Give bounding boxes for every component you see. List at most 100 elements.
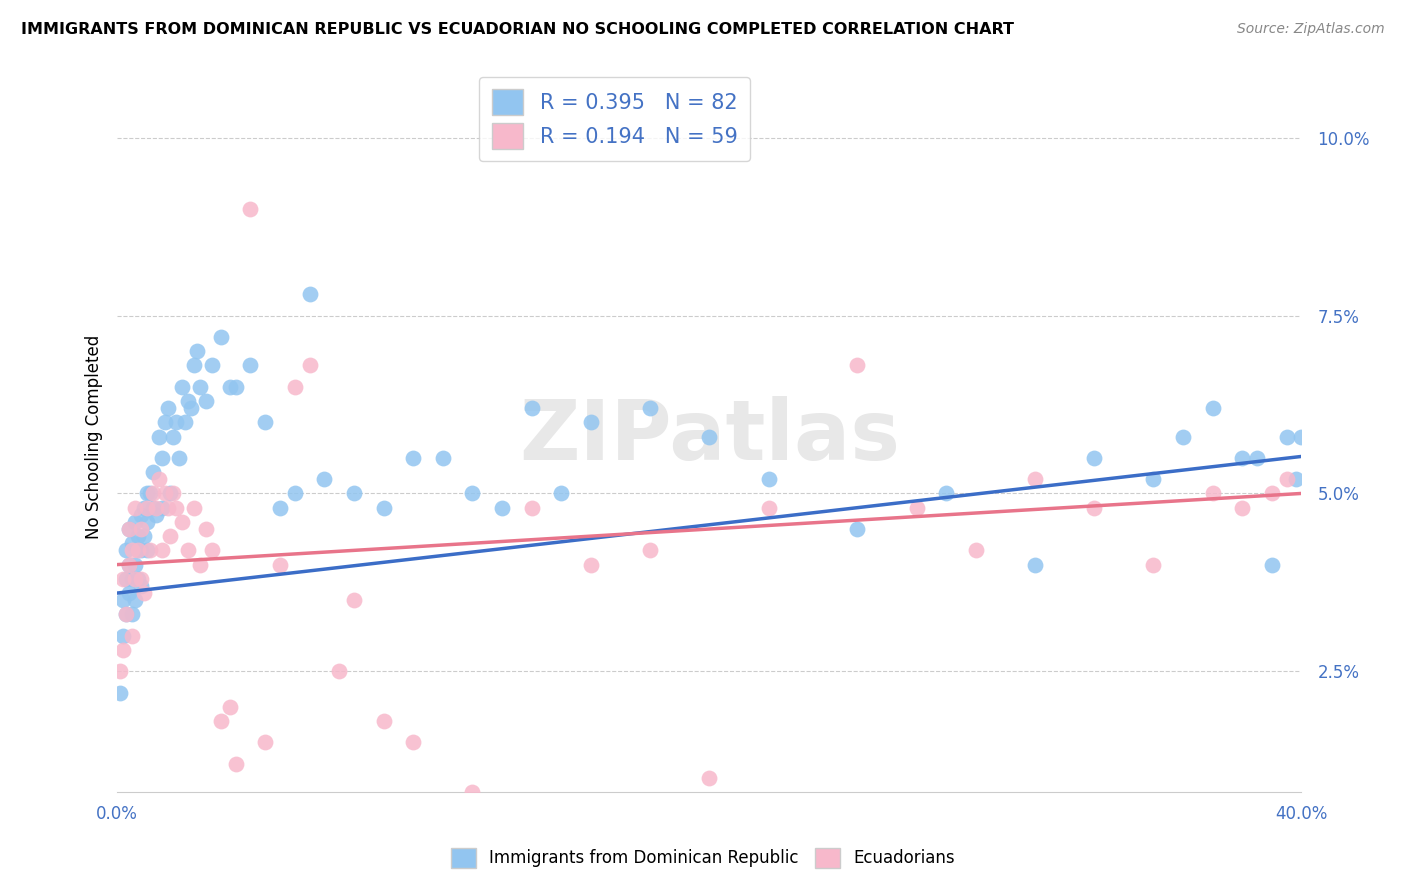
Point	[162, 429, 184, 443]
Point	[124, 593, 146, 607]
Point	[183, 500, 205, 515]
Point	[132, 529, 155, 543]
Point	[145, 500, 167, 515]
Point	[284, 380, 307, 394]
Point	[201, 543, 224, 558]
Point	[1284, 472, 1306, 486]
Point	[148, 472, 170, 486]
Point	[284, 486, 307, 500]
Point	[180, 401, 202, 415]
Point	[118, 522, 141, 536]
Point	[108, 686, 131, 700]
Point	[115, 572, 138, 586]
Point	[314, 472, 336, 486]
Point	[254, 735, 277, 749]
Point	[1083, 450, 1105, 465]
Point	[112, 593, 135, 607]
Point	[1261, 558, 1284, 572]
Point	[1232, 500, 1254, 515]
Point	[1171, 429, 1194, 443]
Point	[156, 500, 179, 515]
Point	[579, 558, 602, 572]
Point	[1275, 429, 1298, 443]
Point	[195, 522, 218, 536]
Point	[1142, 472, 1164, 486]
Point	[188, 558, 211, 572]
Point	[579, 415, 602, 429]
Point	[115, 543, 138, 558]
Point	[195, 393, 218, 408]
Point	[298, 359, 321, 373]
Point	[1024, 558, 1046, 572]
Point	[118, 522, 141, 536]
Point	[172, 380, 194, 394]
Point	[127, 529, 149, 543]
Point	[343, 593, 366, 607]
Point	[108, 665, 131, 679]
Point	[402, 450, 425, 465]
Point	[124, 558, 146, 572]
Point	[218, 380, 240, 394]
Point	[1291, 429, 1313, 443]
Point	[905, 500, 928, 515]
Point	[209, 330, 232, 344]
Point	[115, 607, 138, 622]
Point	[169, 450, 191, 465]
Point	[239, 202, 262, 216]
Point	[373, 500, 395, 515]
Point	[697, 429, 720, 443]
Point	[177, 393, 200, 408]
Point	[461, 486, 484, 500]
Text: Source: ZipAtlas.com: Source: ZipAtlas.com	[1237, 22, 1385, 37]
Point	[1024, 472, 1046, 486]
Point	[520, 401, 543, 415]
Point	[1275, 472, 1298, 486]
Point	[697, 771, 720, 785]
Point	[165, 500, 187, 515]
Point	[638, 543, 661, 558]
Point	[172, 515, 194, 529]
Text: ZIPatlas: ZIPatlas	[519, 396, 900, 477]
Point	[269, 500, 291, 515]
Point	[112, 572, 135, 586]
Point	[121, 629, 143, 643]
Point	[145, 508, 167, 522]
Point	[402, 735, 425, 749]
Point	[139, 543, 162, 558]
Point	[135, 515, 157, 529]
Point	[343, 486, 366, 500]
Point	[127, 543, 149, 558]
Point	[432, 450, 454, 465]
Point	[218, 699, 240, 714]
Point	[1246, 450, 1268, 465]
Point	[1261, 486, 1284, 500]
Point	[965, 543, 987, 558]
Point	[121, 572, 143, 586]
Point	[124, 572, 146, 586]
Point	[142, 500, 165, 515]
Point	[298, 287, 321, 301]
Point	[373, 714, 395, 728]
Point	[127, 572, 149, 586]
Point	[124, 515, 146, 529]
Point	[1083, 500, 1105, 515]
Point	[124, 500, 146, 515]
Point	[118, 558, 141, 572]
Point	[129, 572, 152, 586]
Point	[142, 465, 165, 479]
Point	[209, 714, 232, 728]
Point	[758, 500, 780, 515]
Point	[269, 558, 291, 572]
Point	[1201, 401, 1223, 415]
Point	[129, 579, 152, 593]
Point	[846, 359, 869, 373]
Point	[121, 536, 143, 550]
Point	[165, 415, 187, 429]
Point	[153, 486, 176, 500]
Point	[225, 380, 247, 394]
Point	[638, 401, 661, 415]
Point	[129, 508, 152, 522]
Point	[1201, 486, 1223, 500]
Point	[150, 543, 173, 558]
Legend: Immigrants from Dominican Republic, Ecuadorians: Immigrants from Dominican Republic, Ecua…	[444, 841, 962, 875]
